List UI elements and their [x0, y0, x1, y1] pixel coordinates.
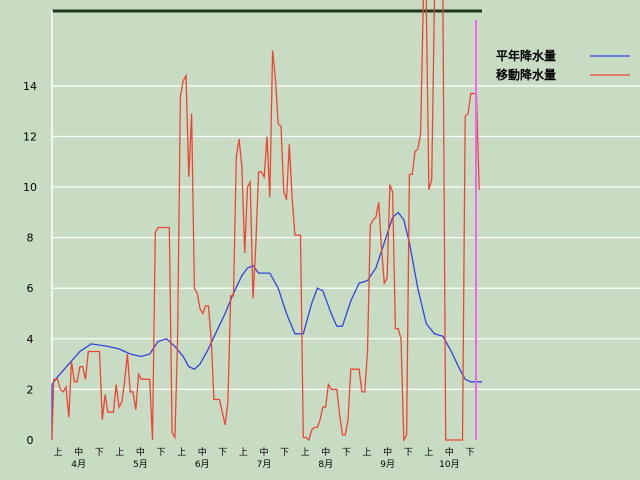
series-line-normal	[51, 211, 482, 440]
x-tick-label: 中	[321, 446, 330, 458]
y-tick-label: 14	[23, 80, 37, 93]
x-month-label: 7月	[257, 459, 272, 470]
y-tick-label: 0	[27, 434, 34, 447]
y-tick-label: 6	[27, 282, 34, 295]
y-tick-label: 8	[27, 232, 34, 245]
x-tick-label: 中	[136, 446, 145, 458]
x-tick-label: 下	[95, 448, 104, 458]
x-tick-label: 上	[362, 447, 371, 458]
x-tick-label: 中	[198, 446, 207, 458]
legend-label-normal: 平年降水量	[496, 48, 556, 63]
legend: 平年降水量 移動降水量	[496, 48, 630, 82]
x-tick-label: 下	[465, 448, 474, 458]
y-tick-label: 4	[27, 333, 34, 346]
x-tick-label: 下	[404, 448, 413, 458]
x-month-label: 4月	[71, 459, 86, 470]
plot-area: 02468101214上中下上中下上中下上中下上中下上中下上中下4月 5月 6月 7月…	[23, 0, 640, 470]
legend-label-moving: 移動降水量	[496, 67, 556, 82]
x-tick-label: 中	[383, 446, 392, 458]
x-tick-label: 中	[74, 446, 83, 458]
x-tick-label: 下	[218, 448, 227, 458]
x-tick-label: 上	[115, 447, 124, 458]
x-month-label: 5月	[133, 459, 148, 470]
y-tick-label: 10	[23, 181, 37, 194]
x-month-label: 8月	[318, 459, 333, 470]
x-tick-label: 上	[301, 447, 310, 458]
x-tick-label: 上	[239, 447, 248, 458]
x-tick-label: 中	[259, 446, 268, 458]
x-tick-label: 上	[177, 447, 186, 458]
x-tick-label: 下	[342, 448, 351, 458]
x-tick-label: 下	[156, 448, 165, 458]
x-month-label: 9月	[380, 459, 395, 470]
x-tick-label: 上	[424, 447, 433, 458]
y-tick-label: 2	[27, 383, 34, 396]
y-tick-label: 12	[23, 130, 37, 143]
x-month-label: 10月	[439, 459, 459, 470]
series-line-moving	[51, 0, 480, 442]
x-tick-label: 中	[445, 446, 454, 458]
x-tick-label: 下	[280, 448, 289, 458]
x-month-label: 6月	[195, 459, 210, 470]
x-tick-label: 上	[53, 447, 62, 458]
